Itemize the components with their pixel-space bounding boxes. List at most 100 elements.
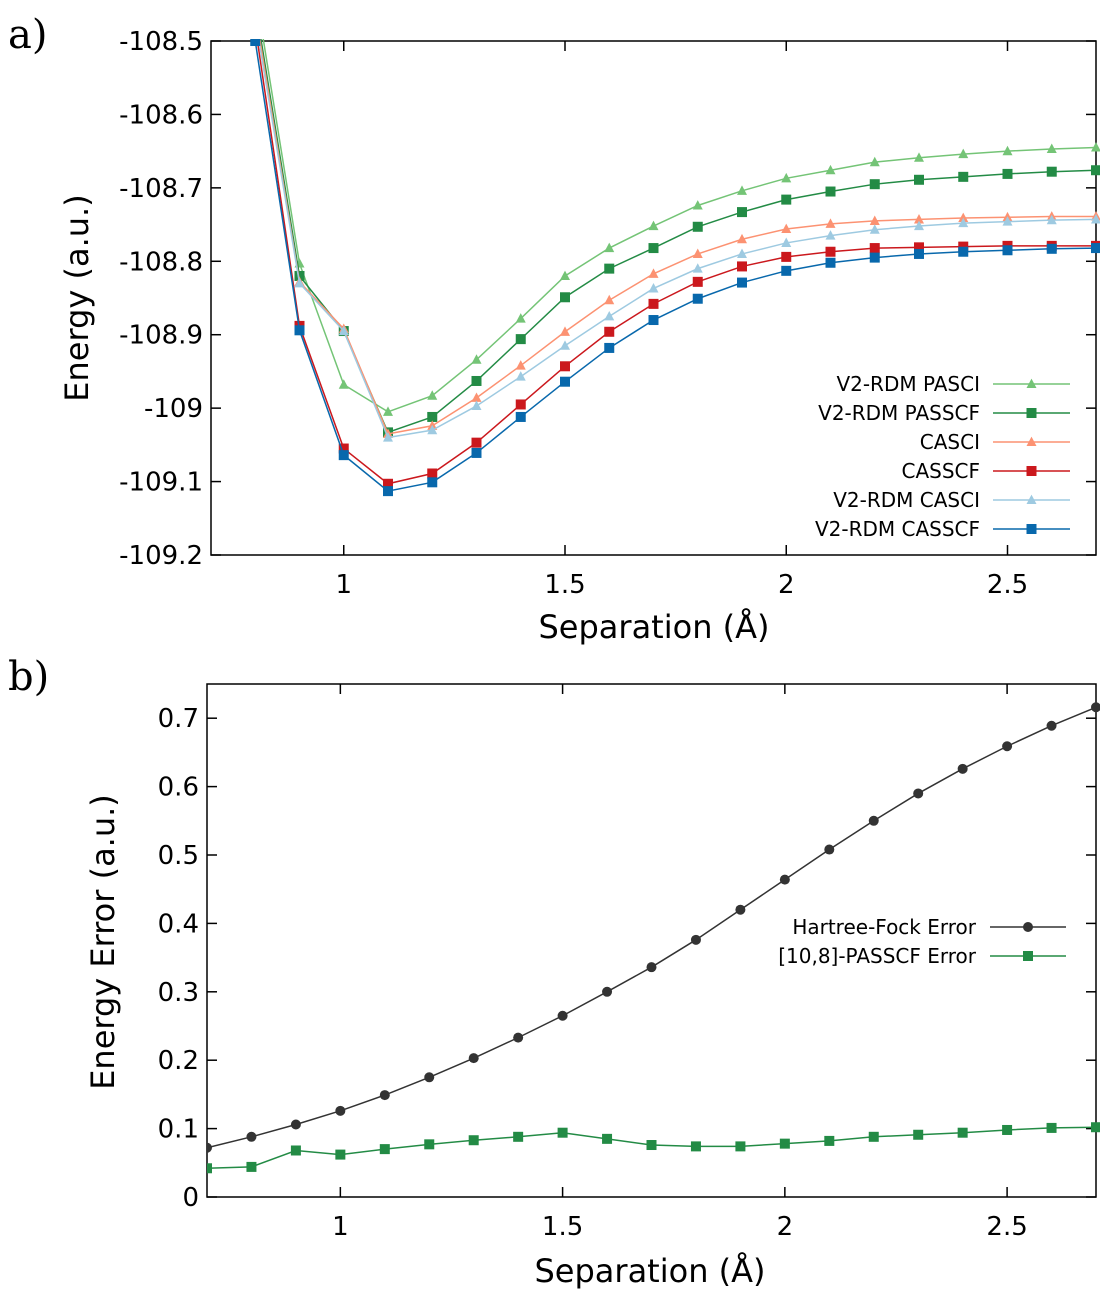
b-series-1-point — [957, 1127, 968, 1138]
b-series-0-point — [290, 1119, 301, 1130]
a-series-5-point — [692, 293, 703, 304]
a-legend-marker — [1026, 524, 1037, 534]
b-plot-frame — [206, 683, 1097, 1198]
a-xtick-label: 1 — [335, 570, 352, 600]
panel-a-xlabel: Separation (Å) — [538, 608, 769, 646]
b-series-1-point — [868, 1131, 879, 1142]
a-series-0-point — [515, 313, 526, 323]
a-series-3-point — [692, 276, 703, 287]
a-series-1-point — [781, 194, 792, 205]
a-legend-label: V2-RDM CASSCF — [815, 517, 980, 541]
b-series-0-point — [246, 1131, 257, 1142]
a-series-0-point — [869, 156, 880, 167]
b-series-1-point — [602, 1133, 613, 1144]
a-ytick-label: -109.2 — [119, 541, 203, 571]
a-series-4-point — [515, 371, 526, 381]
a-series-2-point — [604, 294, 615, 305]
a-series-0-point — [692, 200, 703, 210]
a-legend-marker — [1026, 378, 1037, 389]
b-series-0-point — [824, 844, 835, 855]
a-series-5-point — [338, 450, 349, 461]
a-legend-marker — [1026, 494, 1037, 505]
a-legend-marker — [1026, 466, 1037, 476]
b-series-0-point — [468, 1053, 479, 1064]
a-ytick-label: -108.6 — [119, 100, 203, 130]
a-series-5-point — [781, 265, 792, 276]
a-series-1-point — [1091, 165, 1100, 176]
b-series-1-point — [1046, 1122, 1057, 1133]
panel-a-plot: -108.5 -108.6 -108.7 -108.8 -108.9 -109 -109.1… — [119, 0, 1100, 600]
b-series-0-point — [1002, 741, 1013, 752]
a-series-5-point — [250, 39, 261, 46]
b-xtick-label: 2.5 — [986, 1212, 1027, 1242]
b-series-1-point — [468, 1135, 479, 1146]
b-xtick-label: 2 — [777, 1212, 794, 1242]
panel-a-ylabel: Energy (a.u.) — [58, 194, 96, 401]
a-series-0-point — [737, 185, 747, 195]
b-series-1-point — [557, 1127, 568, 1138]
b-series-1-point — [735, 1141, 746, 1152]
a-series-1-point — [1002, 168, 1013, 179]
a-series-1-point — [869, 179, 880, 190]
b-series-0-point — [646, 962, 657, 973]
a-series-5-point — [294, 325, 305, 336]
a-series-1-point — [560, 292, 570, 303]
a-ytick-label: -108.8 — [119, 247, 203, 277]
a-series-3-point — [781, 251, 792, 262]
b-series-0-point — [868, 815, 879, 826]
a-series-3-point — [427, 468, 438, 479]
a-series-5-point — [869, 252, 880, 263]
a-series-3-point — [560, 361, 570, 372]
a-ytick-label: -109 — [144, 394, 203, 424]
a-series-4-point — [1002, 216, 1013, 226]
b-ytick-label: 0.7 — [158, 704, 199, 734]
a-series-2-point — [869, 215, 880, 225]
a-data — [250, 0, 1100, 497]
a-series-1-point — [250, 0, 260, 9]
b-series-0-point — [779, 874, 790, 885]
a-series-1-point — [825, 186, 836, 197]
a-series-5-point — [737, 277, 747, 288]
a-legend-label: CASSCF — [901, 459, 980, 483]
b-xtick-label: 1.5 — [542, 1212, 583, 1242]
b-series-0-point — [557, 1010, 568, 1021]
b-series-0-point — [379, 1090, 390, 1101]
b-legend-marker — [1023, 922, 1033, 932]
a-series-line-1 — [260, 39, 1097, 434]
b-xtick-label: 1 — [332, 1212, 349, 1242]
a-plot-frame — [210, 40, 1097, 556]
a-xtick-label: 2.5 — [987, 570, 1028, 600]
a-series-5-point — [515, 411, 526, 422]
a-series-5-point — [383, 486, 393, 497]
a-series-4-point — [427, 424, 438, 435]
a-legend-marker — [1026, 408, 1037, 418]
a-series-0-point — [338, 379, 349, 389]
b-series-1-point — [1002, 1124, 1013, 1135]
panel-b-xlabel: Separation (Å) — [534, 1252, 765, 1289]
a-series-2-point — [692, 248, 703, 258]
a-series-0-point — [914, 152, 924, 162]
b-series-0-point — [735, 904, 746, 915]
a-ytick-label: -108.7 — [119, 174, 203, 204]
a-series-4-point — [737, 248, 747, 258]
a-series-line-4 — [257, 39, 1097, 439]
a-series-1-point — [958, 171, 969, 182]
a-series-0-point — [471, 354, 482, 364]
a-series-4-point — [781, 237, 792, 247]
panel-a-label: a) — [8, 12, 47, 58]
a-series-4-point — [560, 340, 570, 350]
b-ytick-label: 0 — [182, 1183, 199, 1213]
a-series-1-point — [1046, 166, 1057, 177]
a-series-0-point — [1002, 145, 1013, 156]
b-series-1-point — [246, 1161, 257, 1172]
a-series-4-point — [1046, 214, 1057, 225]
panel-b: b) 0 0.1 0.2 0.3 0.4 0.5 0.6 0.7 1 1.5 2 2.5 Hartree… — [8, 654, 1100, 1289]
a-series-line-0 — [262, 39, 1097, 413]
a-series-3-point — [338, 443, 349, 454]
b-series-0-point — [1091, 702, 1100, 713]
a-series-4-point — [294, 277, 305, 288]
a-series-5-point — [825, 257, 836, 268]
a-xtick-label: 2 — [778, 570, 795, 600]
a-legend-label: V2-RDM PASCI — [836, 372, 980, 396]
